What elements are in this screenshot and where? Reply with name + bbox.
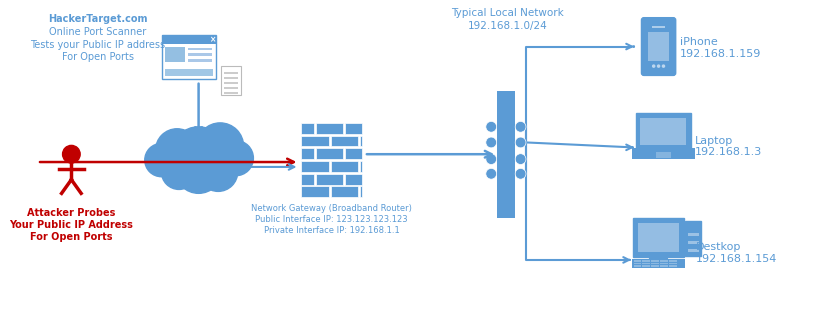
Circle shape: [652, 64, 655, 68]
Bar: [643, 263, 650, 264]
Bar: [224, 92, 238, 94]
Text: iPhone: iPhone: [680, 37, 718, 47]
Text: For Open Ports: For Open Ports: [62, 52, 134, 62]
Bar: [688, 233, 699, 236]
Bar: [640, 118, 686, 146]
Circle shape: [515, 154, 526, 164]
Bar: [224, 72, 238, 74]
Circle shape: [486, 154, 496, 164]
Bar: [656, 152, 672, 158]
Bar: [346, 148, 362, 159]
Bar: [660, 263, 668, 264]
Bar: [331, 161, 358, 172]
Bar: [331, 136, 358, 146]
Circle shape: [515, 137, 526, 148]
Bar: [346, 174, 362, 184]
Bar: [688, 249, 699, 252]
Circle shape: [515, 121, 526, 132]
Text: Network Gateway (Broadband Router): Network Gateway (Broadband Router): [251, 204, 412, 213]
Bar: [346, 123, 362, 134]
Bar: [360, 186, 362, 197]
Text: Attacker Probes: Attacker Probes: [27, 208, 115, 218]
Bar: [660, 265, 668, 267]
FancyBboxPatch shape: [633, 218, 684, 257]
Bar: [224, 82, 238, 84]
Bar: [188, 59, 212, 62]
Text: Public Interface IP: 123.123.123.123: Public Interface IP: 123.123.123.123: [255, 215, 408, 224]
Bar: [688, 241, 699, 244]
Text: 192.168.1.3: 192.168.1.3: [695, 147, 762, 157]
Bar: [638, 223, 679, 252]
Circle shape: [486, 168, 496, 179]
Bar: [643, 265, 650, 267]
Bar: [632, 259, 686, 268]
Bar: [301, 174, 314, 184]
Text: ×: ×: [209, 35, 216, 44]
Bar: [221, 66, 240, 95]
FancyBboxPatch shape: [635, 113, 691, 150]
Bar: [497, 91, 514, 218]
Bar: [165, 69, 213, 76]
Bar: [162, 35, 216, 43]
Bar: [316, 148, 343, 159]
Bar: [632, 148, 695, 159]
Circle shape: [657, 64, 660, 68]
Text: Laptop: Laptop: [695, 136, 733, 146]
Text: Tests your Public IP address: Tests your Public IP address: [30, 40, 165, 50]
Bar: [188, 53, 212, 56]
Text: Typical Local Network: Typical Local Network: [452, 9, 565, 18]
Text: 192.168.1.159: 192.168.1.159: [680, 48, 761, 59]
Bar: [316, 123, 343, 134]
Bar: [651, 260, 659, 262]
Text: For Open Ports: For Open Ports: [30, 232, 113, 242]
FancyBboxPatch shape: [641, 18, 676, 76]
Bar: [651, 265, 659, 267]
Bar: [634, 263, 641, 264]
Bar: [651, 263, 659, 264]
Bar: [331, 186, 358, 197]
Bar: [224, 87, 238, 89]
Bar: [648, 32, 669, 61]
Bar: [660, 260, 668, 262]
Bar: [360, 161, 362, 172]
Circle shape: [662, 64, 665, 68]
Bar: [669, 263, 677, 264]
Text: Online Port Scanner: Online Port Scanner: [49, 27, 146, 37]
Bar: [301, 161, 328, 172]
Bar: [188, 47, 212, 50]
Bar: [634, 265, 641, 267]
Bar: [360, 136, 362, 146]
Text: HackerTarget.com: HackerTarget.com: [48, 14, 147, 24]
Bar: [669, 265, 677, 267]
Text: Destkop: Destkop: [695, 242, 742, 252]
Bar: [634, 260, 641, 262]
FancyBboxPatch shape: [686, 221, 701, 256]
Bar: [669, 260, 677, 262]
Circle shape: [486, 137, 496, 148]
Text: 192.168.1.0/24: 192.168.1.0/24: [468, 21, 548, 31]
Text: Your Public IP Address: Your Public IP Address: [9, 220, 133, 230]
Bar: [643, 260, 650, 262]
Bar: [301, 123, 314, 134]
Circle shape: [515, 168, 526, 179]
Circle shape: [63, 146, 80, 163]
Bar: [224, 77, 238, 79]
Bar: [316, 174, 343, 184]
Bar: [301, 186, 328, 197]
Bar: [165, 46, 185, 62]
Circle shape: [486, 121, 496, 132]
Bar: [301, 136, 328, 146]
Text: Private Interface IP: 192.168.1.1: Private Interface IP: 192.168.1.1: [264, 226, 400, 235]
Bar: [301, 148, 314, 159]
Bar: [652, 26, 666, 28]
Bar: [162, 35, 216, 79]
Text: 192.168.1.154: 192.168.1.154: [695, 254, 777, 264]
